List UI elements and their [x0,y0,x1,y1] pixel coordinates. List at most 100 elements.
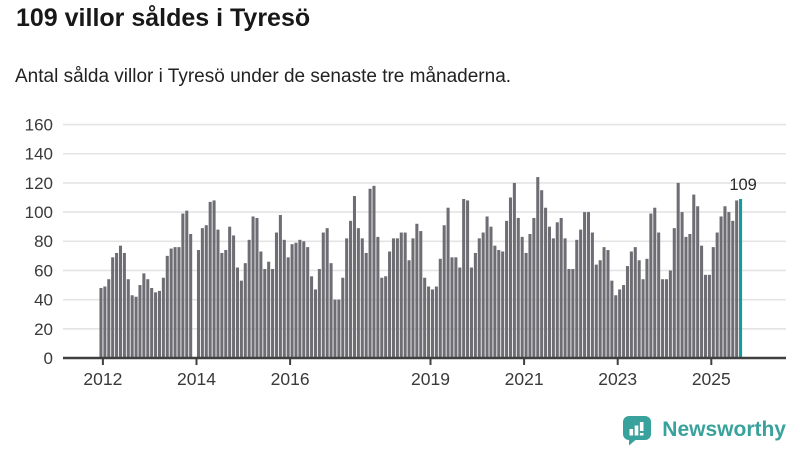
bar [138,285,142,358]
y-tick-label: 140 [25,145,53,164]
y-tick-label: 60 [34,261,53,280]
bar [645,258,649,358]
bar [700,245,704,358]
y-tick-label: 40 [34,291,53,310]
bar [575,239,579,358]
bar [657,232,661,358]
bar [594,264,598,358]
bar [341,277,345,358]
bar [235,267,239,358]
bar [653,207,657,358]
x-tick-label: 2016 [271,369,310,389]
bar [622,285,626,358]
bar [349,220,353,358]
bar [703,274,707,358]
brand-footer[interactable]: Newsworthy [621,413,786,446]
bar [259,251,263,358]
bar [271,269,275,358]
y-tick-label: 20 [34,320,53,339]
x-tick-label: 2012 [83,369,122,389]
bar [450,257,454,358]
bar [715,232,719,358]
bar [586,212,590,358]
bar [196,250,200,358]
bar [134,296,138,358]
bar [610,280,614,358]
bar [384,276,388,358]
bar [337,299,341,358]
bar [185,210,189,358]
bar [508,197,512,358]
bar [442,225,446,358]
bar [103,286,107,358]
bar [99,287,103,358]
bar [735,200,739,358]
bar [306,247,310,358]
x-tick-label: 2014 [177,369,216,389]
bar [707,274,711,358]
bar [372,185,376,358]
bar [345,238,349,358]
y-tick-label: 160 [25,116,53,135]
x-tick-label: 2019 [411,369,450,389]
bar [200,228,204,358]
bar [267,261,271,358]
bar [661,279,665,358]
bar [563,238,567,358]
bar [489,226,493,358]
bar [111,257,115,358]
bar [282,239,286,358]
bar [228,226,232,358]
bar [395,238,399,358]
bar [169,248,173,358]
bar [664,279,668,358]
y-tick-label: 80 [34,232,53,251]
bar [204,225,208,358]
bar [391,238,395,358]
bar [637,260,641,358]
bar [399,232,403,358]
bar [540,190,544,358]
bar [380,277,384,358]
bar [493,245,497,358]
bar [462,198,466,358]
bar [497,250,501,358]
bar [232,235,236,358]
bar [559,217,563,358]
bar [310,276,314,358]
x-tick-label: 2023 [598,369,637,389]
bar [696,206,700,358]
bar [356,228,360,358]
bar [571,269,575,358]
bar [446,207,450,358]
bar [325,228,329,358]
bar [434,286,438,358]
bar [567,269,571,358]
bar [360,238,364,358]
bar [466,200,470,358]
bar [165,255,169,358]
bar [641,279,645,358]
bar [255,217,259,358]
bar [598,260,602,358]
bar [711,247,715,358]
bar [173,247,177,358]
bar [555,222,559,358]
bar [154,292,158,358]
bar [364,252,368,358]
bar [454,257,458,358]
bar [423,277,427,358]
bar [512,182,516,358]
bar [251,216,255,358]
bar [723,206,727,358]
bar [680,212,684,358]
bar [313,289,317,358]
bar [368,188,372,358]
bar [485,216,489,358]
bar [157,290,161,358]
bar [481,232,485,358]
bar [579,229,583,358]
bar [274,232,278,358]
bar [524,252,528,358]
